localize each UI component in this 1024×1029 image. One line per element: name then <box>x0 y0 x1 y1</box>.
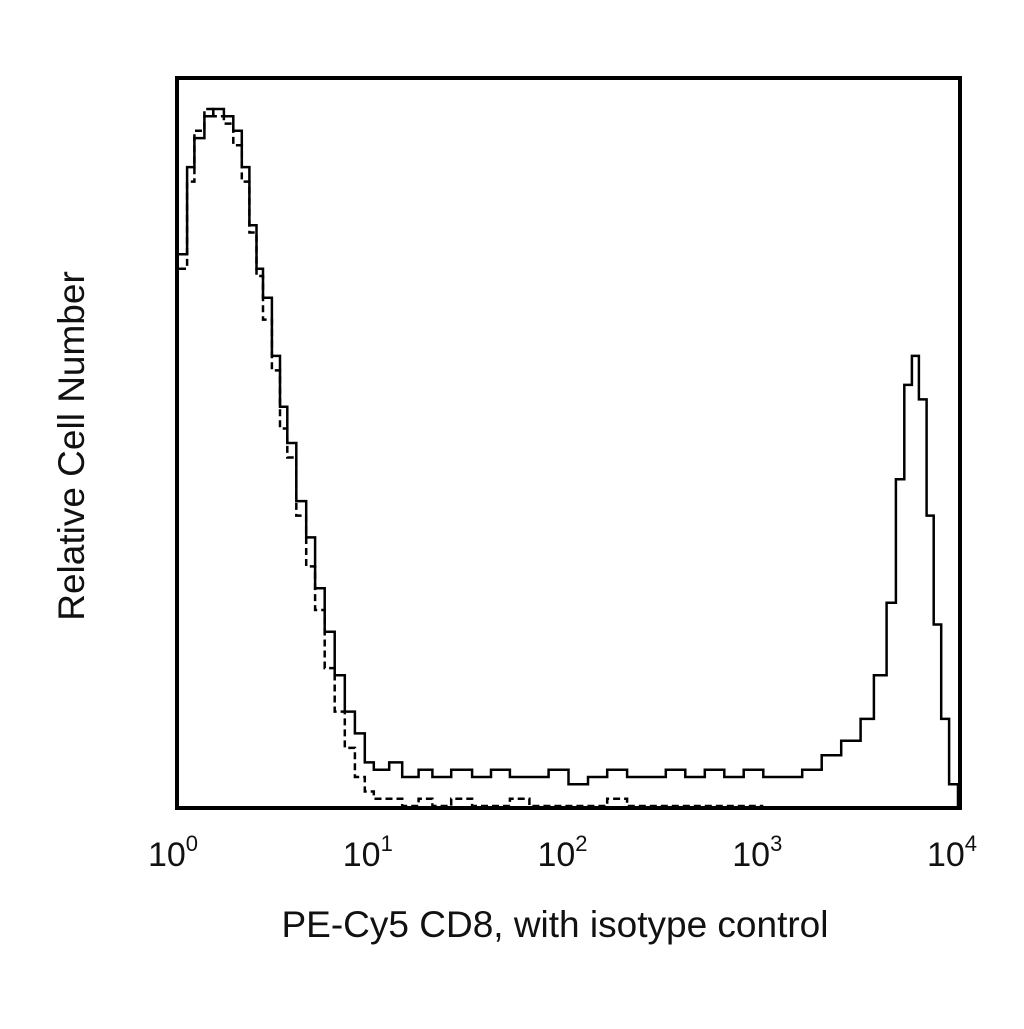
x-tick-base: 10 <box>537 836 575 874</box>
x-tick-exponent: 3 <box>770 831 782 856</box>
x-tick-base: 10 <box>927 836 965 874</box>
x-tick-exponent: 4 <box>965 831 977 856</box>
x-tick-labels: 100 101 102 103 104 <box>148 831 977 874</box>
plot-frame <box>175 76 962 810</box>
x-tick-base: 10 <box>732 836 770 874</box>
x-tick-label: 100 <box>148 831 198 874</box>
y-axis-title: Relative Cell Number <box>51 271 92 621</box>
x-tick-exponent: 0 <box>186 831 198 856</box>
x-tick-label: 104 <box>927 831 977 874</box>
series-layer <box>179 107 960 808</box>
histogram-series-1-solid <box>179 107 960 806</box>
x-tick-label: 103 <box>732 831 782 874</box>
x-tick-label: 101 <box>343 831 393 874</box>
histogram-series-2-dashed <box>179 107 764 808</box>
x-tick-exponent: 1 <box>381 831 393 856</box>
x-tick-base: 10 <box>343 836 381 874</box>
x-tick-label: 102 <box>537 831 587 874</box>
x-tick-base: 10 <box>148 836 186 874</box>
x-axis-title: PE-Cy5 CD8, with isotype control <box>282 904 829 945</box>
x-tick-exponent: 2 <box>575 831 587 856</box>
